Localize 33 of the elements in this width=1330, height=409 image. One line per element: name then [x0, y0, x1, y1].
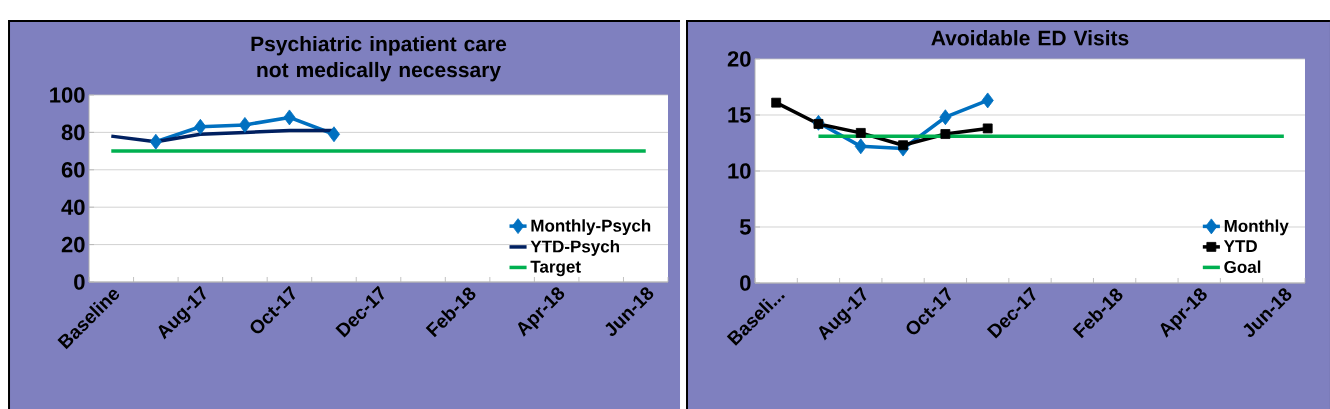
legend-label: Target	[530, 260, 581, 277]
point	[327, 126, 340, 143]
point	[283, 109, 296, 126]
legend-label: Monthly	[1224, 219, 1289, 236]
point	[854, 138, 867, 155]
point	[149, 133, 162, 150]
y-tick-label: 40	[61, 199, 85, 215]
point	[982, 123, 993, 134]
point	[981, 92, 994, 109]
legend-label: YTD	[1223, 240, 1257, 252]
point	[940, 129, 951, 139]
legend-label: Goal	[1224, 260, 1261, 273]
y-tick-label: 5	[739, 219, 751, 235]
y-tick-label: 100	[50, 87, 85, 103]
y-tick-label: 60	[61, 161, 85, 178]
y-tick-label: 10	[728, 163, 751, 179]
chart-title: Psychiatric inpatient care not medically necessary	[251, 35, 507, 82]
legend-label: YTD-Psych	[530, 240, 620, 256]
point	[898, 140, 908, 151]
y-tick-label: 15	[728, 107, 751, 123]
point	[194, 118, 207, 135]
y-tick-label: 20	[61, 236, 85, 253]
point	[238, 117, 251, 133]
y-tick-label: 20	[727, 51, 751, 67]
point	[813, 119, 824, 129]
y-tick-label: 80	[61, 124, 85, 141]
point	[855, 128, 866, 138]
chart-title: Avoidable ED Visits	[931, 30, 1129, 46]
y-tick-label: 0	[740, 275, 751, 291]
legend-label: Monthly-Psych	[531, 219, 651, 236]
point	[939, 109, 952, 126]
point	[771, 97, 782, 108]
y-tick-label: 0	[74, 274, 85, 290]
